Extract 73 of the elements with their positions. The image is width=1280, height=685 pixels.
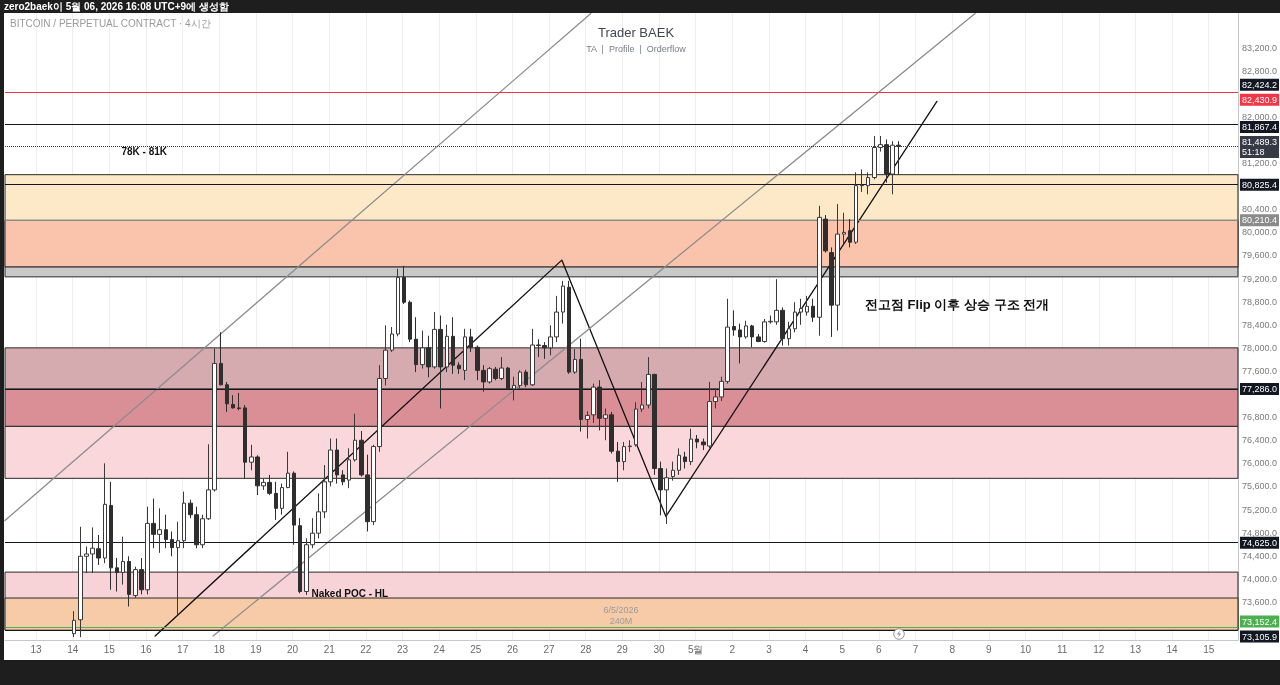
- ref-line-label: 81,867.4: [1241, 121, 1278, 132]
- x-tick-label: 7: [912, 643, 919, 655]
- y-tick-label: 83,200.0: [1241, 42, 1278, 53]
- x-tick-label: 8: [949, 643, 956, 655]
- x-tick-label: 10: [1019, 643, 1032, 655]
- x-tick-label: 18: [213, 643, 226, 655]
- x-tick-label: 21: [323, 643, 336, 655]
- x-tick-label: 27: [543, 643, 556, 655]
- y-tick-label: 81,200.0: [1241, 158, 1278, 169]
- y-tick-label: 76,000.0: [1241, 458, 1278, 469]
- y-tick-label: 77,600.0: [1241, 365, 1278, 376]
- x-tick-label: 26: [506, 643, 519, 655]
- y-tick-label: 78,000.0: [1241, 342, 1278, 353]
- x-tick-label: 24: [433, 643, 446, 655]
- x-tick-label: 15: [103, 643, 116, 655]
- y-tick-label: 75,600.0: [1241, 481, 1278, 492]
- x-tick-label: 30: [653, 643, 666, 655]
- y-tick-label: 76,400.0: [1241, 435, 1278, 446]
- x-tick-label: 19: [250, 643, 262, 655]
- x-tick-label: 25: [470, 643, 482, 655]
- x-tick-label: 28: [580, 643, 592, 655]
- ref-line-label: 73,152.4: [1241, 616, 1278, 627]
- x-tick-label: 6: [876, 643, 883, 655]
- y-tick-label: 78,800.0: [1241, 296, 1278, 307]
- y-tick-label: 79,200.0: [1241, 273, 1278, 284]
- annotation: 240M: [609, 615, 633, 626]
- annotation: 전고점 Flip 이후 상승 구조 전개: [865, 297, 1050, 312]
- x-tick-label: 4: [802, 643, 809, 655]
- x-tick-label: 12: [1093, 643, 1105, 655]
- y-tick-label: 82,800.0: [1241, 65, 1278, 76]
- x-tick-label: 2: [729, 643, 736, 655]
- x-tick-label: 13: [30, 643, 43, 655]
- ref-line-label: 82,430.9: [1241, 94, 1278, 105]
- x-tick-label: 9: [986, 643, 993, 655]
- x-tick-label: 5월: [687, 643, 704, 655]
- annotation: BITCOIN / PERPETUAL CONTRACT · 4시간: [10, 17, 211, 29]
- y-tick-label: 79,600.0: [1241, 250, 1278, 261]
- y-tick-label: 74,400.0: [1241, 550, 1278, 561]
- x-tick-label: 15: [1203, 643, 1215, 655]
- text: Trader BAEK: [597, 25, 675, 40]
- x-tick-label: 29: [616, 643, 629, 655]
- x-tick-label: 22: [360, 643, 372, 655]
- x-tick-label: 14: [67, 643, 79, 655]
- ref-line-label: 74,625.0: [1241, 537, 1278, 548]
- x-tick-label: 16: [140, 643, 152, 655]
- x-tick-label: 23: [396, 643, 409, 655]
- x-tick-label: 11: [1056, 643, 1068, 655]
- ref-line-label: 82,424.2: [1241, 79, 1278, 90]
- y-tick-label: 80,400.0: [1241, 204, 1278, 215]
- x-tick-label: 5: [839, 643, 846, 655]
- text: TA | Profile | Orderflow: [586, 43, 687, 54]
- band-label: 78K - 81K: [121, 145, 168, 157]
- y-tick-label: 76,800.0: [1241, 412, 1278, 423]
- ref-line-label: 80,210.4: [1241, 215, 1278, 226]
- y-tick-label: 82,000.0: [1241, 111, 1278, 122]
- x-tick-label: 20: [287, 643, 299, 655]
- ref-line-label: 73,105.9: [1241, 631, 1278, 642]
- x-tick-label: 3: [766, 643, 773, 655]
- text: zero2baek이 5월 06, 2026 16:08 UTC+9에 생성함: [4, 0, 229, 13]
- x-tick-label: 17: [177, 643, 189, 655]
- y-tick-label: 78,400.0: [1241, 319, 1278, 330]
- x-tick-label: 14: [1166, 643, 1179, 655]
- ref-line-label: 81,489.3 51:18: [1241, 136, 1278, 157]
- y-tick-label: 74,000.0: [1241, 573, 1278, 584]
- y-tick-label: 74,800.0: [1241, 527, 1278, 538]
- y-tick-label: 80,000.0: [1241, 227, 1278, 238]
- ref-line-label: 77,286.0: [1241, 384, 1278, 395]
- y-tick-label: 73,600.0: [1241, 596, 1278, 607]
- x-tick-label: 13: [1129, 643, 1142, 655]
- ref-line-label: 80,825.4: [1241, 179, 1278, 190]
- y-tick-label: 75,200.0: [1241, 504, 1278, 515]
- annotation: 6/5/2026: [603, 604, 639, 615]
- band-label: Naked POC - HL: [311, 587, 389, 599]
